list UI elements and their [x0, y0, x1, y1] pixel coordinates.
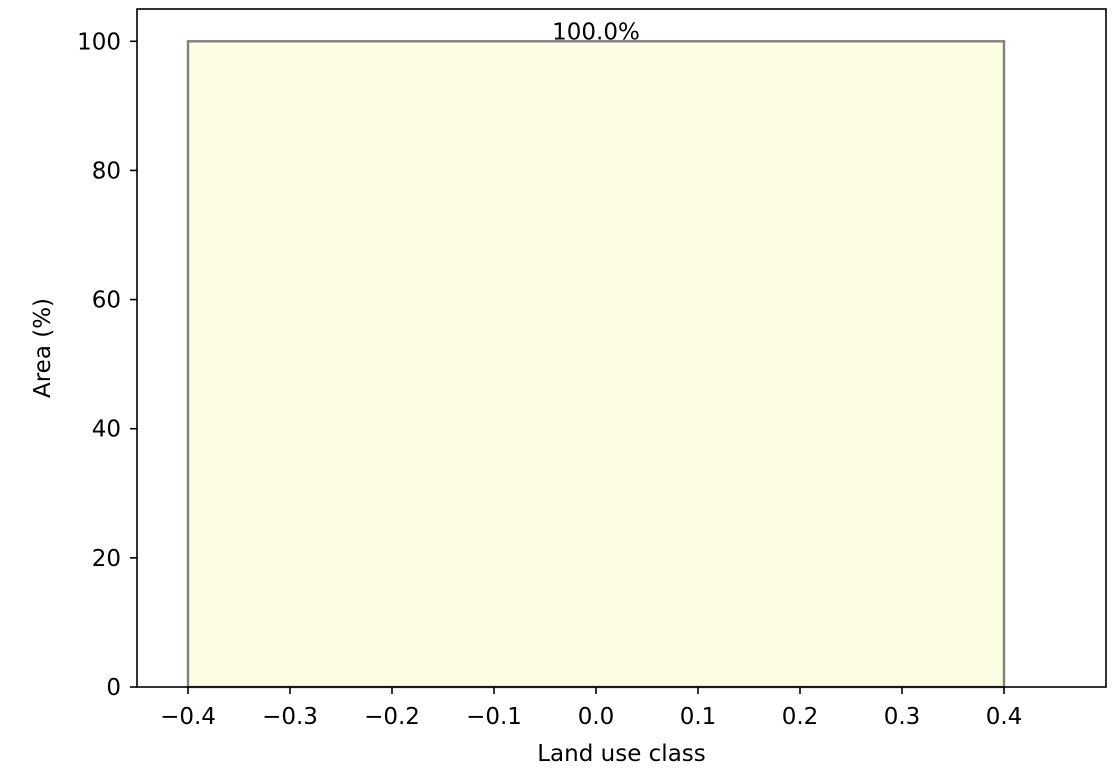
x-tick-label-7: 0.3	[884, 704, 921, 730]
bar-labels-layer: 100.0%	[552, 19, 640, 45]
plot-frame	[136, 8, 1107, 688]
y-tick-label-0: 0	[106, 675, 121, 701]
y-tick-label-2: 40	[92, 417, 121, 443]
bar-value-label-0: 100.0%	[552, 19, 640, 45]
bar-0	[186, 40, 1006, 689]
x-tick-label-5: 0.1	[680, 704, 717, 730]
y-tick-label-1: 20	[92, 546, 121, 572]
x-tick-label-4: 0.0	[578, 704, 615, 730]
y-tick-label-3: 60	[92, 288, 121, 314]
x-tick-label-0: −0.4	[160, 704, 216, 730]
bars-layer	[186, 40, 1006, 689]
x-tick-label-2: −0.2	[364, 704, 420, 730]
x-tick-label-6: 0.2	[782, 704, 819, 730]
x-tick-label-1: −0.3	[262, 704, 318, 730]
x-tick-label-8: 0.4	[986, 704, 1023, 730]
y-tick-label-4: 80	[92, 158, 121, 184]
x-tick-label-3: −0.1	[466, 704, 522, 730]
y-axis: 0 20 40 60 80 100	[77, 29, 137, 701]
x-axis: −0.4 −0.3 −0.2 −0.1 0.0 0.1 0.2 0.3 0.4	[160, 687, 1022, 730]
y-axis-title: Area (%)	[30, 298, 56, 398]
y-tick-label-5: 100	[77, 29, 121, 55]
x-axis-title: Land use class	[537, 741, 706, 767]
